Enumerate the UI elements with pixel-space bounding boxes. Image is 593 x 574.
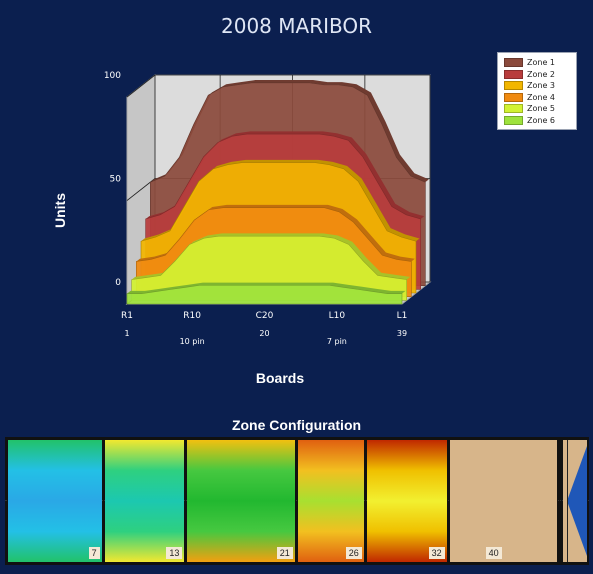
legend-swatch (504, 115, 523, 125)
gridline (126, 74, 156, 98)
zone-end-board: 21 (276, 547, 293, 559)
zone-block-5: 32 (366, 440, 447, 562)
legend-swatch (504, 69, 523, 79)
x-tick-label: C20 (256, 311, 274, 321)
legend-item: Zone 3 (504, 80, 572, 92)
zone-block-4: 26 (297, 440, 364, 562)
series-top-zone-5 (131, 233, 411, 280)
legend-item: Zone 5 (504, 103, 572, 115)
legend-item: Zone 4 (504, 92, 572, 104)
zone-end-board: 26 (345, 547, 362, 559)
y-tick-label: 50 (110, 175, 122, 185)
x-axis-label: Boards (255, 370, 305, 386)
legend-item: Zone 2 (504, 69, 572, 81)
x-tick-label: L1 (397, 311, 408, 321)
legend-item: Zone 1 (504, 57, 572, 69)
y-tick-label: 0 (115, 278, 121, 288)
zone-block-3: 21 (187, 440, 295, 562)
zone-configuration-title: Zone Configuration (231, 417, 362, 433)
lane-center-line (5, 500, 589, 501)
x-tick-sublabel: 10 pin (180, 337, 205, 346)
zone-block-6: 40 (449, 440, 557, 562)
zone-block-2: 13 (104, 440, 185, 562)
x-tick-sublabel: 39 (397, 329, 407, 338)
series-area-zone-6 (126, 285, 403, 305)
series-top-zone-6 (127, 282, 406, 294)
series-top-zone-4 (136, 204, 415, 262)
zone-block-1: 7 (8, 440, 102, 562)
legend-label: Zone 4 (527, 92, 555, 102)
legend-swatch (504, 81, 523, 91)
x-tick-sublabel: 20 (259, 329, 269, 338)
y-axis-label: Units (52, 193, 68, 228)
chart-3d-area: 0 50 100 R1 1 R10 10 pin C20 20 L10 7 pin L1 39 (104, 71, 432, 346)
legend-label: Zone 3 (527, 81, 555, 91)
chart-title: 2008 MARIBOR (221, 14, 372, 38)
x-tick-sublabel: 1 (124, 329, 129, 338)
legend-label: Zone 5 (527, 104, 555, 114)
direction-arrow-icon (567, 446, 587, 556)
x-tick-label: R1 (121, 311, 133, 321)
x-tick-sublabel: 7 pin (327, 337, 347, 346)
x-tick-label: R10 (183, 311, 201, 321)
legend-item: Zone 6 (504, 115, 572, 127)
zone-end-board: 32 (428, 547, 445, 559)
legend-swatch (504, 92, 523, 102)
y-tick-label: 100 (104, 71, 121, 81)
zone-end-board: 40 (485, 547, 502, 559)
legend-label: Zone 2 (527, 69, 555, 79)
legend-label: Zone 1 (527, 58, 555, 68)
board-divider (566, 440, 568, 562)
x-tick-label: L10 (329, 311, 346, 321)
zone-end-board: 13 (166, 547, 183, 559)
legend-swatch (504, 58, 523, 68)
legend: Zone 1 Zone 2 Zone 3 Zone 4 Zone 5 Zone 6 (497, 52, 577, 130)
zone-configuration-strip: 7 13 21 26 32 40 (5, 437, 589, 565)
legend-swatch (504, 104, 523, 114)
legend-label: Zone 6 (527, 115, 555, 125)
zone-end-board: 7 (88, 547, 100, 559)
